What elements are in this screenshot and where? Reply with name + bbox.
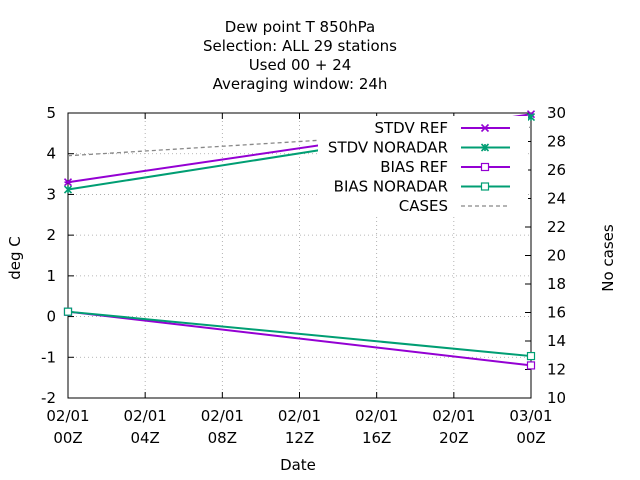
legend-label: BIAS REF [380, 158, 448, 176]
y-tick-label: 2 [46, 226, 56, 244]
y-tick-label: 0 [46, 308, 56, 326]
data-point [526, 351, 536, 361]
data-point [63, 178, 73, 187]
y2-tick-label: 22 [547, 218, 566, 236]
y2-tick-label: 14 [547, 332, 566, 350]
y2-tick-label: 26 [547, 161, 566, 179]
title-line: Dew point T 850hPa [225, 18, 375, 36]
y2-axis-label: No cases [599, 224, 617, 292]
x-tick-label-hour: 00Z [53, 429, 82, 447]
x-tick-label-date: 02/01 [278, 407, 321, 425]
y2-tick-label: 30 [547, 104, 566, 122]
x-tick-label-date: 03/01 [509, 407, 552, 425]
x-tick-label-hour: 00Z [516, 429, 545, 447]
series-bias-noradar [63, 307, 536, 361]
y2-tick-label: 10 [547, 389, 566, 407]
x-tick-label-date: 02/01 [355, 407, 398, 425]
legend-marker [480, 162, 490, 172]
x-tick-label-hour: 20Z [439, 429, 468, 447]
data-point [526, 113, 536, 122]
x-tick-label-date: 02/01 [432, 407, 475, 425]
x-tick-label-hour: 08Z [208, 429, 237, 447]
legend-label: STDV NORADAR [328, 139, 448, 157]
legend-label: CASES [399, 197, 448, 215]
y2-tick-label: 24 [547, 190, 566, 208]
x-tick-label-date: 02/01 [46, 407, 89, 425]
y2-tick-label: 20 [547, 247, 566, 265]
series-line [67, 310, 532, 358]
legend-background [318, 116, 528, 214]
y-tick-label: -2 [41, 389, 56, 407]
y2-tick-label: 28 [547, 133, 566, 151]
y2-tick-label: 16 [547, 304, 566, 322]
y-axis-label: deg C [6, 236, 24, 280]
data-point [526, 361, 536, 370]
data-point [63, 307, 73, 316]
x-tick-label-hour: 12Z [285, 429, 314, 447]
title-line: Averaging window: 24h [213, 75, 388, 93]
legend-marker [480, 143, 490, 152]
axes: -2-1012345101214161820222426283002/0100Z… [41, 104, 566, 447]
data-point [63, 185, 73, 194]
y2-tick-label: 12 [547, 361, 566, 379]
y-tick-label: -1 [41, 348, 56, 366]
y2-tick-label: 18 [547, 275, 566, 293]
title-line: Selection: ALL 29 stations [203, 37, 397, 55]
x-tick-label-date: 02/01 [124, 407, 167, 425]
y-tick-label: 5 [46, 104, 56, 122]
x-tick-label-hour: 16Z [362, 429, 391, 447]
legend-marker [480, 182, 490, 191]
x-axis-label: Date [280, 456, 316, 474]
series-line [67, 310, 532, 367]
x-tick-label-date: 02/01 [201, 407, 244, 425]
title-line: Used 00 + 24 [249, 56, 352, 74]
y-tick-label: 1 [46, 267, 56, 285]
y-tick-label: 4 [46, 145, 56, 163]
legend-label: STDV REF [374, 119, 448, 137]
x-tick-label-hour: 04Z [130, 429, 159, 447]
legend-label: BIAS NORADAR [334, 178, 448, 196]
legend-marker [480, 123, 490, 133]
y-tick-label: 3 [46, 185, 56, 203]
